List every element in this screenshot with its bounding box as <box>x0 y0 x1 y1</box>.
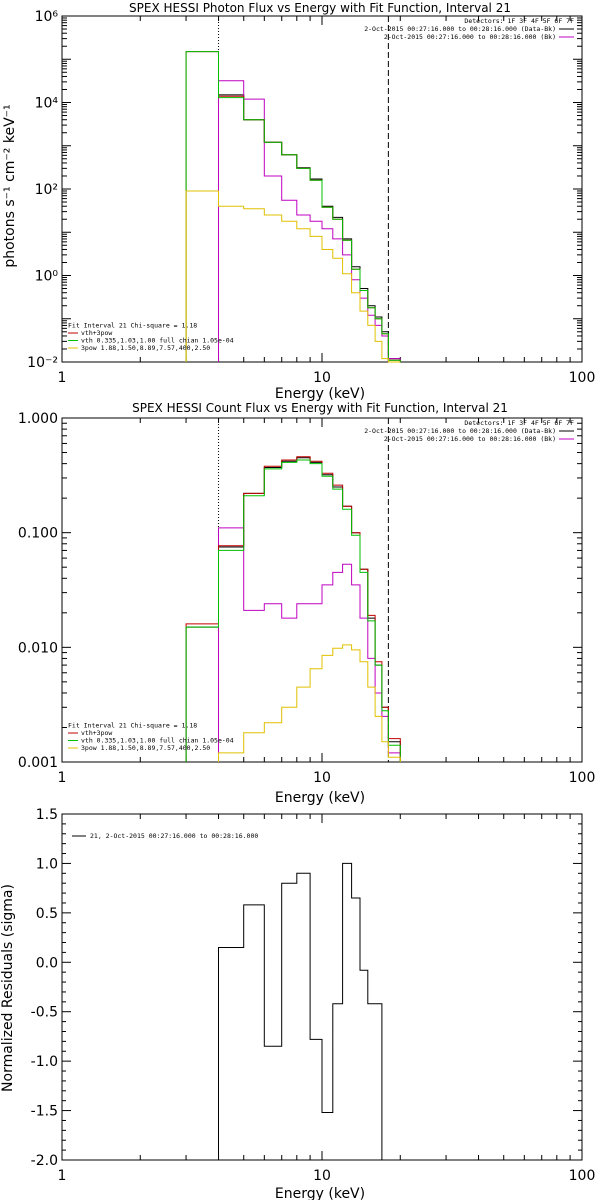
y-tick-label: 10⁶ <box>35 9 59 25</box>
x-tick-label: 100 <box>569 770 596 786</box>
x-tick-label: 10 <box>313 370 331 386</box>
y-tick-label: 10⁴ <box>35 96 59 112</box>
legend-entry: 2-Oct-2015 00:27:16.000 to 00:28:16.000 … <box>384 33 556 41</box>
x-tick-label: 1 <box>58 1168 67 1184</box>
y-tick-label: -1.0 <box>31 1054 58 1070</box>
x-axis-label: Energy (keV) <box>275 386 365 402</box>
count-flux-chart: SPEX HESSI Count Flux vs Energy with Fit… <box>18 401 595 806</box>
y-axis-label: Normalized Residuals (sigma) <box>0 884 16 1092</box>
series-step-line <box>218 644 401 762</box>
y-tick-label: -0.5 <box>31 1005 58 1021</box>
x-tick-label: 100 <box>569 370 596 386</box>
x-tick-label: 100 <box>569 1168 596 1184</box>
x-tick-label: 10 <box>313 1168 331 1184</box>
legend-entry: 21, 2-Oct-2015 00:27:16.000 to 00:28:16.… <box>90 832 258 840</box>
y-tick-label: -2.0 <box>31 1153 58 1169</box>
fit-annotation: vth+3pow <box>81 329 112 337</box>
legend-entry: Detectors: 1F 3F 4F 5F 6F 7F <box>464 419 574 427</box>
residuals-chart: Energy (keV) Normalized Residuals (sigma… <box>0 807 595 1200</box>
fit-annotation: vth 0.335,1.03,1.00 full chian 1.05e-04 <box>81 337 234 345</box>
fit-annotation: vth 0.335,1.03,1.00 full chian 1.05e-04 <box>81 737 234 745</box>
y-tick-label: 0.100 <box>18 526 58 542</box>
y-tick-label: 0.0 <box>36 955 58 971</box>
y-tick-label: 1.5 <box>36 807 58 823</box>
chart-title: SPEX HESSI Count Flux vs Energy with Fit… <box>132 401 508 415</box>
x-tick-label: 1 <box>58 370 67 386</box>
series-step-line <box>218 862 389 1161</box>
legend-entry: Detectors: 1F 3F 4F 5F 6F 7F <box>464 17 574 25</box>
x-axis-label: Energy (keV) <box>275 790 365 806</box>
y-tick-label: 0.001 <box>18 755 58 771</box>
series-step-line <box>185 190 401 363</box>
photon-flux-chart: SPEX HESSI Photon Flux vs Energy with Fi… <box>2 1 595 402</box>
y-axis-label: photons s⁻¹ cm⁻² keV⁻¹ <box>2 104 18 267</box>
fit-annotation: Fit Interval 21 Chi-square = 1.18 <box>68 322 197 330</box>
legend-entry: 2-Oct-2015 00:27:16.000 to 00:28:16.000 … <box>364 427 556 435</box>
fit-annotation: vth+3pow <box>81 729 112 737</box>
y-tick-label: -1.5 <box>31 1104 58 1120</box>
series-step-line <box>185 51 401 362</box>
y-tick-label: 0.010 <box>18 640 58 656</box>
series-step-line <box>185 459 401 762</box>
legend-entry: 2-Oct-2015 00:27:16.000 to 00:28:16.000 … <box>384 435 556 443</box>
y-tick-label: 10⁰ <box>35 269 59 285</box>
chart-title: SPEX HESSI Photon Flux vs Energy with Fi… <box>129 1 511 15</box>
y-tick-label: 1.0 <box>36 856 58 872</box>
fit-annotation: 3pow 1.88,1.50,8.89,7.57,400,2.50 <box>81 744 210 752</box>
x-axis-label: Energy (keV) <box>275 1186 365 1200</box>
x-tick-label: 10 <box>313 770 331 786</box>
y-tick-label: 0.5 <box>36 906 58 922</box>
x-tick-label: 1 <box>58 770 67 786</box>
y-tick-label: 10⁻² <box>27 355 58 371</box>
fit-annotation: Fit Interval 21 Chi-square = 1.18 <box>68 722 197 730</box>
legend-entry: 2-Oct-2015 00:27:16.000 to 00:28:16.000 … <box>364 25 556 33</box>
y-tick-label: 10² <box>35 182 58 198</box>
fit-annotation: 3pow 1.88,1.50,8.89,7.57,400,2.50 <box>81 344 210 352</box>
series-step-line <box>218 80 401 362</box>
y-tick-label: 1.000 <box>18 411 58 427</box>
